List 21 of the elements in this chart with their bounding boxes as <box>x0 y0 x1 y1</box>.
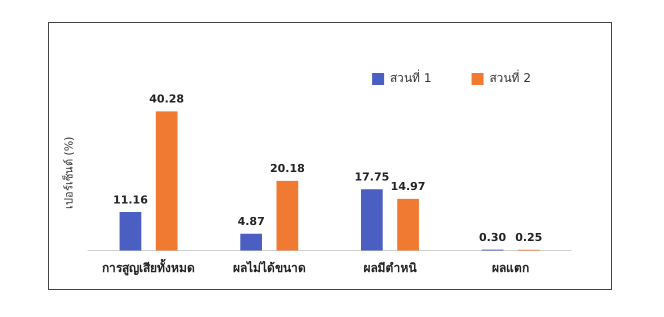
data-label: 4.87 <box>238 215 265 228</box>
bar <box>397 198 419 251</box>
data-label: 40.28 <box>149 92 184 106</box>
bar <box>240 234 262 251</box>
x-tick-label: ผลแตก <box>492 260 530 275</box>
data-label: 11.16 <box>113 193 148 206</box>
y-axis-title: เปอร์เซ็นต์ (%) <box>61 136 76 210</box>
data-label: 0.25 <box>515 231 542 244</box>
data-label: 0.30 <box>478 230 506 244</box>
bar <box>276 180 298 251</box>
bar <box>120 212 142 251</box>
data-label: 20.18 <box>270 162 305 176</box>
x-tick-label: ผลไม่ได้ขนาด <box>232 260 306 275</box>
x-tick-label: ผลมีตำหนิ <box>363 260 418 275</box>
legend-label: สวนที่ 2 <box>490 69 532 86</box>
x-tick-label: การสูญเสียทั้งหมด <box>102 258 196 276</box>
bar <box>156 111 178 251</box>
data-label: 17.75 <box>354 170 390 184</box>
data-label: 14.97 <box>390 180 426 194</box>
bar <box>360 189 383 251</box>
legend-label: สวนที่ 1 <box>390 69 432 86</box>
